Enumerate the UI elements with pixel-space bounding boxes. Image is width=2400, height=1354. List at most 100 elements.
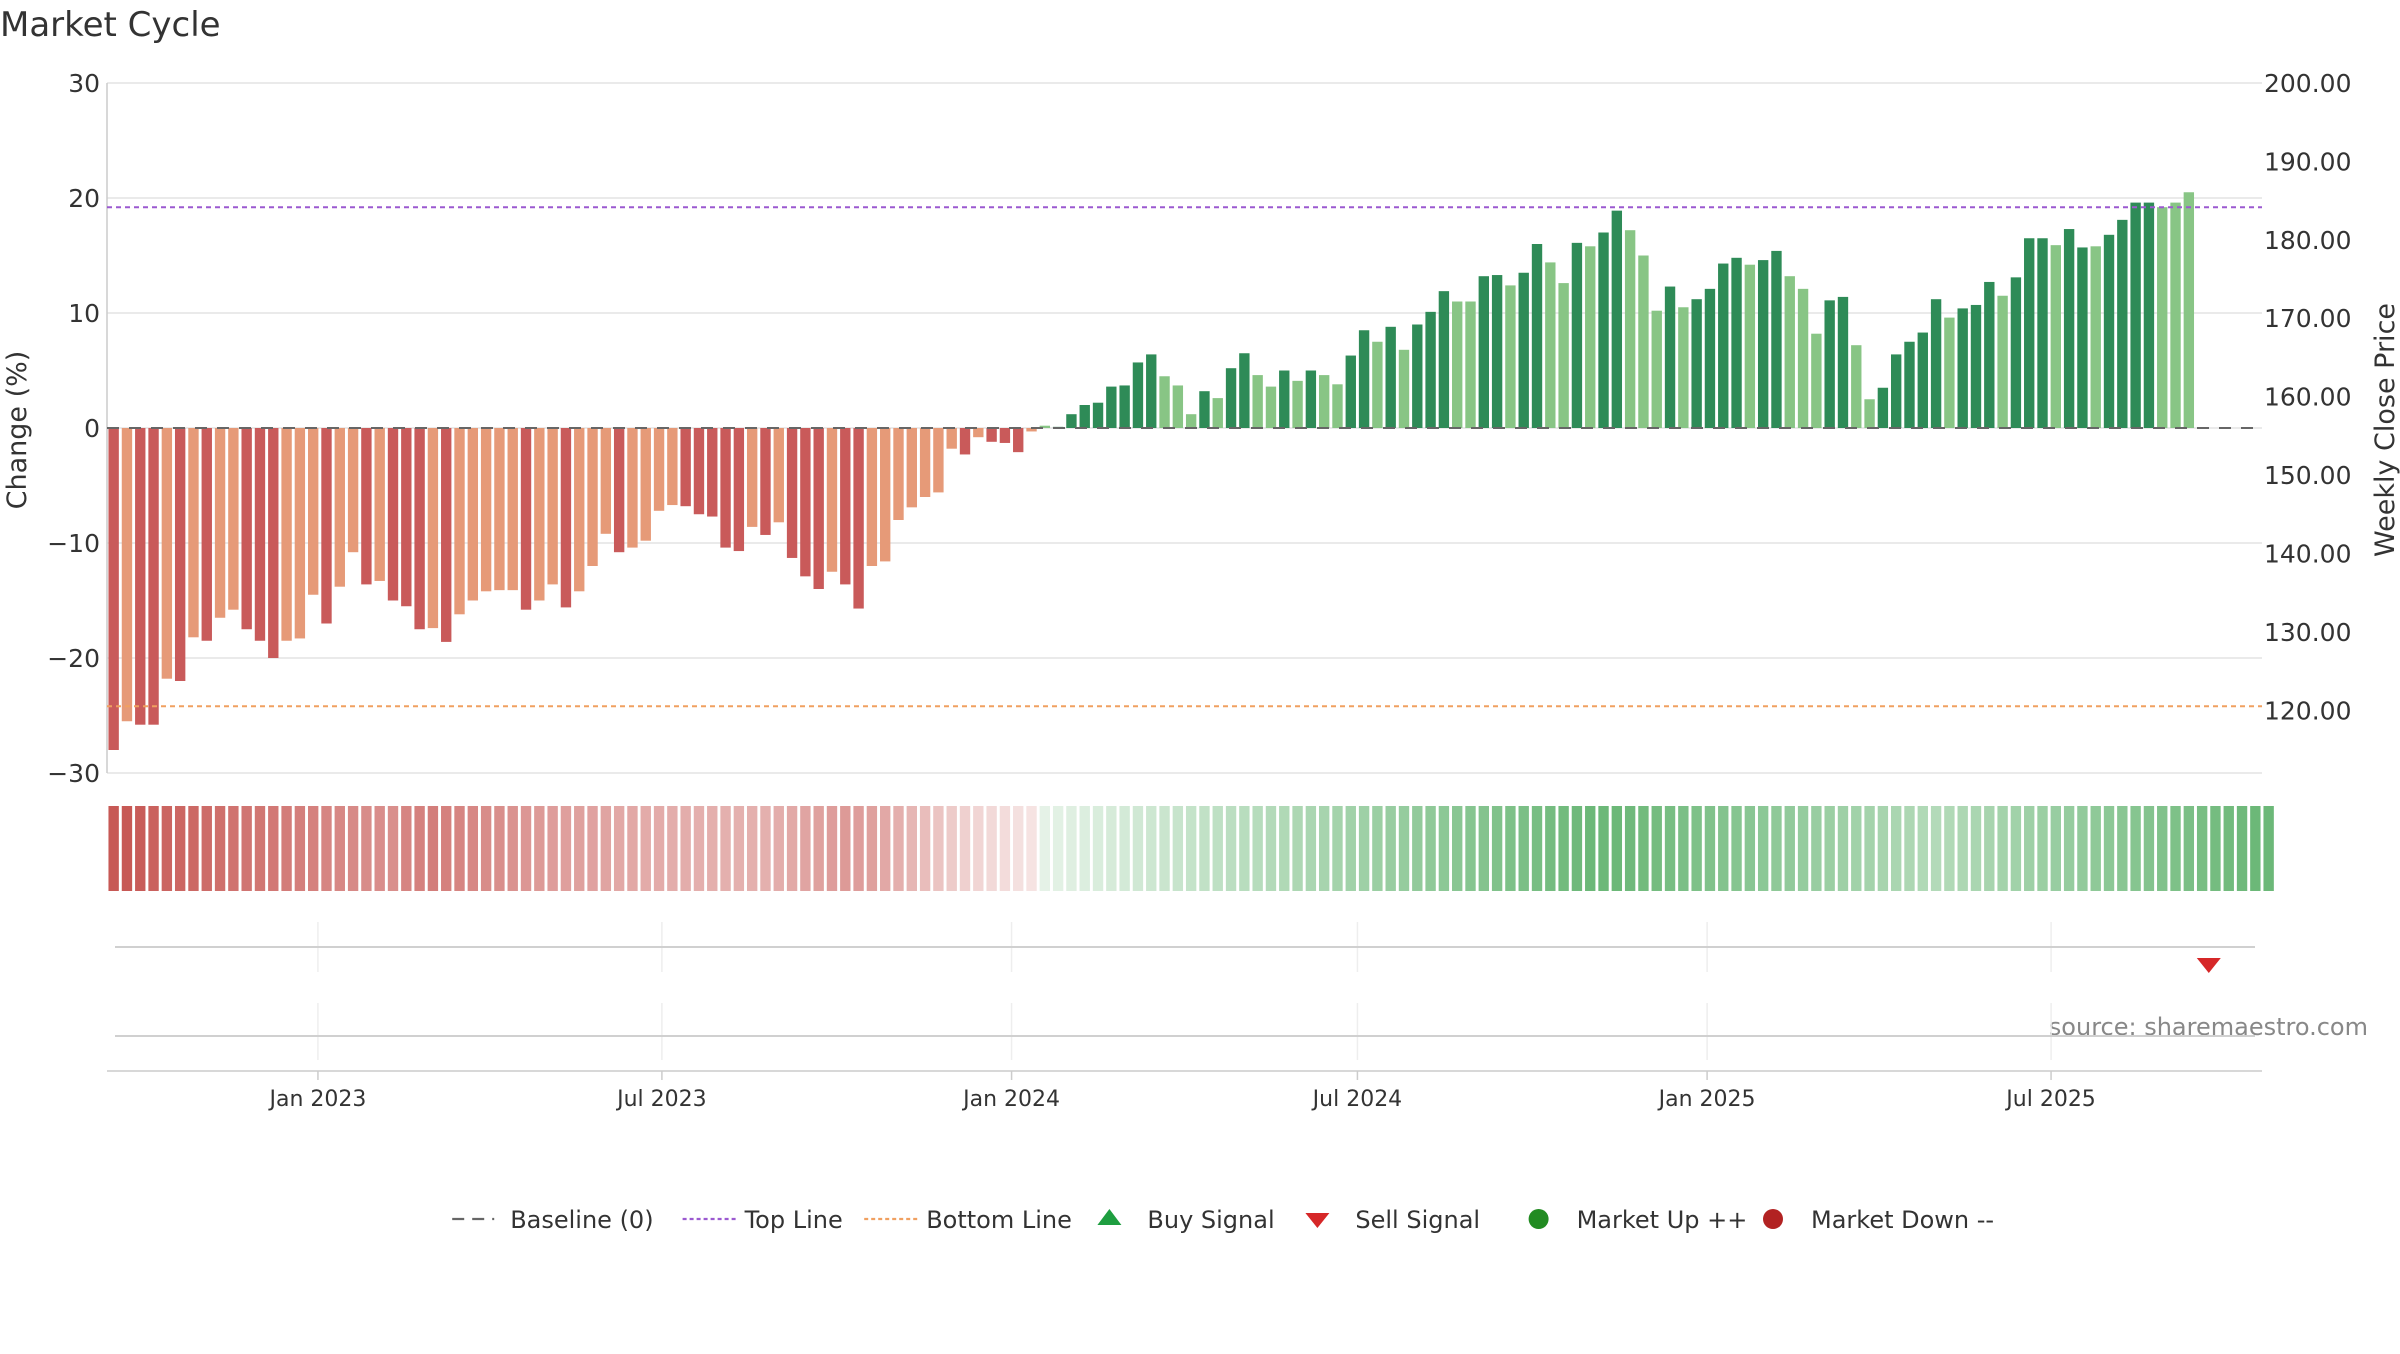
signal-strip-cell bbox=[321, 806, 332, 891]
bar bbox=[1651, 310, 1662, 428]
signal-strip-cell bbox=[1545, 806, 1556, 891]
y-left-tick-label: 10 bbox=[68, 299, 100, 328]
bar bbox=[720, 428, 731, 548]
signal-strip-cell bbox=[2024, 806, 2035, 891]
bar bbox=[613, 428, 625, 553]
bar bbox=[1438, 291, 1450, 428]
legend-label: Bottom Line bbox=[926, 1206, 1072, 1234]
y-right-tick-label: 130.00 bbox=[2264, 618, 2351, 647]
signal-strip-cell bbox=[840, 806, 851, 891]
signal-strip-cell bbox=[1039, 806, 1051, 891]
bar bbox=[534, 428, 545, 601]
signal-strip-cell bbox=[1239, 806, 1250, 891]
signal-strip-cell bbox=[973, 806, 984, 891]
y-right-tick-label: 170.00 bbox=[2264, 304, 2351, 333]
signal-strip-cell bbox=[1757, 806, 1769, 891]
bar bbox=[1465, 301, 1476, 428]
bar bbox=[1531, 244, 1543, 428]
signal-strip-cell bbox=[268, 806, 279, 891]
legend-label: Market Down -- bbox=[1811, 1206, 1994, 1234]
bar bbox=[574, 428, 585, 592]
bar bbox=[1784, 276, 1795, 428]
bar bbox=[999, 428, 1011, 443]
signal-strip-cell bbox=[494, 806, 505, 891]
signal-strip-cell bbox=[1811, 806, 1822, 891]
signal-strip-cell bbox=[1837, 806, 1849, 891]
signal-strip-cell bbox=[1624, 806, 1636, 891]
reference-lines bbox=[107, 206, 2262, 708]
signal-strip-cell bbox=[600, 806, 612, 891]
signal-strip-cell bbox=[308, 806, 319, 891]
bar bbox=[2077, 247, 2088, 428]
signal-strip-cell bbox=[1691, 806, 1702, 891]
bar bbox=[946, 428, 957, 449]
signal-strip-cell bbox=[1172, 806, 1184, 891]
bar bbox=[2024, 238, 2035, 428]
bar bbox=[1824, 300, 1835, 428]
bar bbox=[1851, 345, 1862, 428]
legend: Baseline (0) Top Line Bottom Line Buy Signa… bbox=[452, 1206, 1994, 1234]
signal-strip-cell bbox=[1917, 806, 1928, 891]
signal-strip-cell bbox=[986, 806, 997, 891]
x-tick-label: Jan 2025 bbox=[1657, 1087, 1756, 1112]
y-left-tick-label: 0 bbox=[84, 414, 100, 443]
signal-strip-cell bbox=[2250, 806, 2261, 891]
bar bbox=[2063, 229, 2075, 428]
bar bbox=[387, 428, 399, 601]
bar bbox=[959, 428, 971, 455]
signal-strip-cell bbox=[2010, 806, 2022, 891]
bar bbox=[1704, 288, 1716, 428]
signal-strip-cell bbox=[1704, 806, 1716, 891]
signal-strip-cell bbox=[1505, 806, 1516, 891]
bar bbox=[321, 428, 332, 624]
bar bbox=[906, 428, 917, 508]
signal-strip-cell bbox=[1877, 806, 1889, 891]
bar bbox=[627, 428, 638, 548]
signal-strip-cell bbox=[893, 806, 904, 891]
bar bbox=[1545, 262, 1556, 428]
signal-strip-cell bbox=[1598, 806, 1609, 891]
signal-strip-cell bbox=[1066, 806, 1077, 891]
signal-strip-cell bbox=[148, 806, 159, 891]
bar bbox=[480, 428, 492, 592]
bar bbox=[893, 428, 904, 520]
bar bbox=[1491, 275, 1503, 428]
bar bbox=[347, 428, 359, 553]
bar bbox=[1119, 385, 1130, 428]
signal-strip-cell bbox=[281, 806, 292, 891]
signal-strip-cell bbox=[1638, 806, 1649, 891]
signal-strip-cell bbox=[1718, 806, 1729, 891]
x-tick-label: Jan 2024 bbox=[961, 1087, 1060, 1112]
signal-strip-cell bbox=[547, 806, 558, 891]
bar bbox=[1013, 428, 1024, 453]
signal-strip-cell bbox=[1225, 806, 1237, 891]
bar bbox=[560, 428, 572, 608]
y-left-tick-label: 30 bbox=[68, 69, 100, 98]
signal-strip-cell bbox=[919, 806, 931, 891]
signal-strip-cell bbox=[1385, 806, 1396, 891]
bar bbox=[254, 428, 266, 641]
signal-strip-cell bbox=[1092, 806, 1104, 891]
bar bbox=[1292, 380, 1303, 428]
y-right-tick-label: 140.00 bbox=[2264, 539, 2351, 568]
bar bbox=[2170, 202, 2181, 428]
bar bbox=[1092, 402, 1104, 428]
bar bbox=[1930, 299, 1942, 428]
signal-strip-cell bbox=[1518, 806, 1529, 891]
bar bbox=[653, 428, 665, 511]
legend-swatch bbox=[1305, 1213, 1330, 1228]
signal-strip-cell bbox=[786, 806, 798, 891]
bar bbox=[1624, 230, 1636, 428]
signal-strip-cell bbox=[1119, 806, 1130, 891]
bar bbox=[667, 428, 678, 506]
signal-strip-cell bbox=[2210, 806, 2221, 891]
bar bbox=[1106, 386, 1117, 428]
signal-strip-cell bbox=[560, 806, 572, 891]
bar bbox=[1691, 299, 1702, 428]
x-tick-label: Jul 2023 bbox=[615, 1087, 707, 1112]
signal-strip-cell bbox=[347, 806, 359, 891]
bar bbox=[786, 428, 798, 558]
signal-strip-cell bbox=[733, 806, 745, 891]
signal-strip-cell bbox=[866, 806, 878, 891]
signal-strip-cell bbox=[2063, 806, 2075, 891]
